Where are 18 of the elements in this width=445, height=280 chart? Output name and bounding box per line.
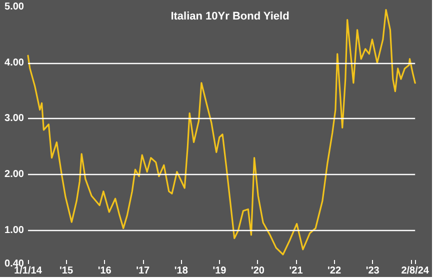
- x-tick-label: '22: [328, 266, 342, 276]
- x-tick-label: '19: [212, 266, 227, 276]
- x-tick-label: '15: [60, 266, 74, 276]
- y-tick-label: 1.00: [4, 224, 24, 236]
- x-tick-label: '21: [289, 266, 304, 276]
- x-tick-label: 1/1/14: [14, 266, 42, 276]
- y-tick-label: 2.00: [4, 169, 24, 180]
- x-tick-label: '23: [366, 266, 380, 276]
- chart-title: Italian 10Yr Bond Yield: [170, 10, 290, 22]
- x-tick-label: '18: [174, 266, 188, 276]
- y-tick-label: 5.00: [4, 2, 24, 12]
- x-tick-label: '16: [98, 266, 112, 276]
- y-tick-label: 3.00: [4, 113, 24, 124]
- x-tick-label: '17: [136, 266, 150, 276]
- x-tick-label: 2/8/24: [401, 266, 430, 276]
- line-series: [27, 8, 416, 256]
- y-tick-label: 4.00: [4, 57, 24, 68]
- x-tick-label: '20: [250, 266, 265, 276]
